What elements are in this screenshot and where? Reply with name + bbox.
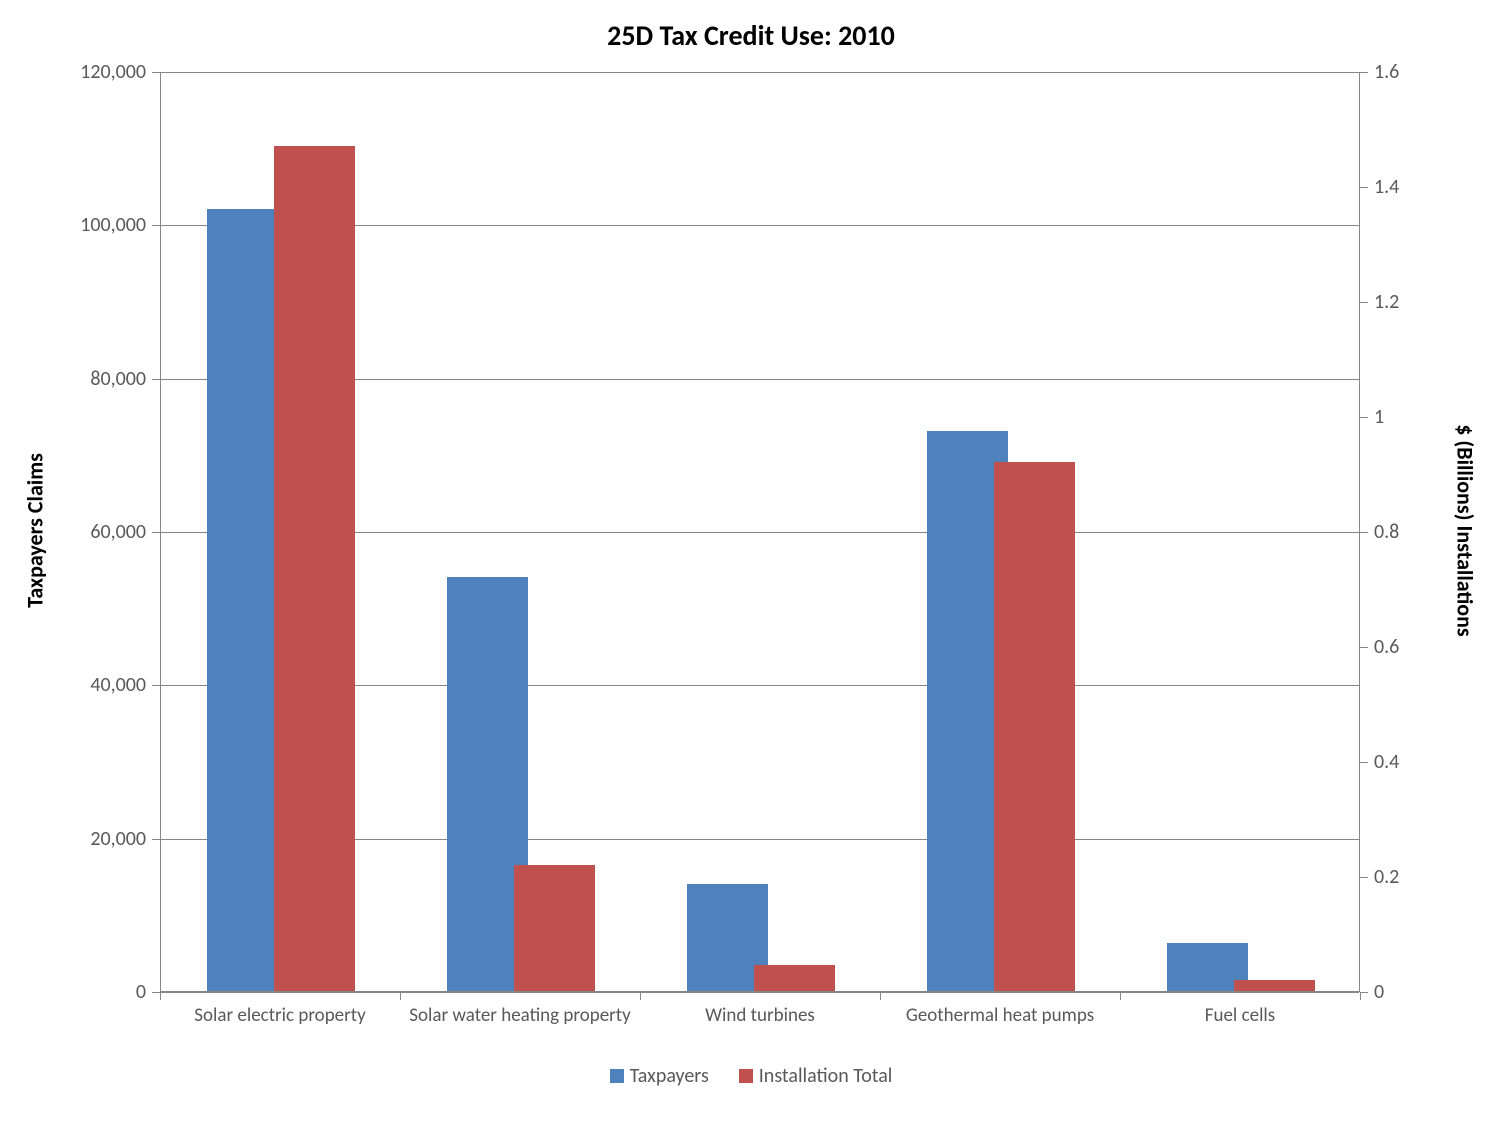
tickmark bbox=[1360, 992, 1368, 993]
legend-swatch bbox=[739, 1069, 753, 1083]
tickmark bbox=[1360, 992, 1361, 1000]
y-left-tick-label: 100,000 bbox=[0, 213, 146, 237]
legend-item: Taxpayers bbox=[610, 1064, 709, 1088]
tickmark bbox=[1120, 992, 1121, 1000]
y-right-tick-label: 1.4 bbox=[1374, 175, 1399, 199]
y-right-tick-label: 0 bbox=[1374, 980, 1384, 1004]
tickmark bbox=[152, 839, 160, 840]
gridline bbox=[161, 72, 1359, 73]
y-axis-right-label: $ (Billions) Installations bbox=[1452, 331, 1479, 731]
plot-area bbox=[160, 72, 1360, 992]
tickmark bbox=[160, 992, 161, 1000]
tickmark bbox=[152, 532, 160, 533]
y-right-tick-label: 0.8 bbox=[1374, 520, 1399, 544]
tickmark bbox=[640, 992, 641, 1000]
tickmark bbox=[1360, 302, 1368, 303]
y-left-tick-label: 20,000 bbox=[0, 827, 146, 851]
tickmark bbox=[1360, 72, 1368, 73]
gridline bbox=[161, 992, 1359, 993]
y-left-tick-label: 120,000 bbox=[0, 60, 146, 84]
y-right-tick-label: 0.4 bbox=[1374, 750, 1399, 774]
x-category-label: Solar water heating property bbox=[400, 1004, 640, 1027]
tickmark bbox=[1360, 647, 1368, 648]
legend: Taxpayers Installation Total bbox=[0, 1064, 1502, 1088]
tickmark bbox=[152, 379, 160, 380]
legend-label: Installation Total bbox=[759, 1064, 893, 1088]
tickmark bbox=[400, 992, 401, 1000]
bar-installation bbox=[514, 865, 596, 992]
tickmark bbox=[152, 72, 160, 73]
y-axis-left-label: Taxpayers Claims bbox=[22, 331, 49, 731]
tickmark bbox=[152, 992, 160, 993]
x-category-label: Fuel cells bbox=[1120, 1004, 1360, 1027]
x-category-label: Solar electric property bbox=[160, 1004, 400, 1027]
x-category-label: Geothermal heat pumps bbox=[880, 1004, 1120, 1027]
tickmark bbox=[152, 685, 160, 686]
y-right-tick-label: 1 bbox=[1374, 405, 1384, 429]
y-right-tick-label: 1.2 bbox=[1374, 290, 1399, 314]
chart-container: 25D Tax Credit Use: 2010 020,00040,00060… bbox=[0, 0, 1502, 1127]
bar-installation bbox=[754, 965, 836, 991]
tickmark bbox=[880, 992, 881, 1000]
bar-installation bbox=[994, 462, 1076, 991]
tickmark bbox=[1360, 187, 1368, 188]
y-right-tick-label: 0.2 bbox=[1374, 865, 1399, 889]
bar-installation bbox=[1234, 980, 1316, 992]
tickmark bbox=[1360, 532, 1368, 533]
bar-installation bbox=[274, 146, 356, 991]
legend-swatch bbox=[610, 1069, 624, 1083]
legend-item: Installation Total bbox=[739, 1064, 893, 1088]
y-right-tick-label: 1.6 bbox=[1374, 60, 1399, 84]
y-left-tick-label: 0 bbox=[0, 980, 146, 1004]
tickmark bbox=[1360, 417, 1368, 418]
tickmark bbox=[152, 225, 160, 226]
chart-title: 25D Tax Credit Use: 2010 bbox=[0, 18, 1502, 53]
legend-label: Taxpayers bbox=[630, 1064, 709, 1088]
tickmark bbox=[1360, 877, 1368, 878]
x-category-label: Wind turbines bbox=[640, 1004, 880, 1027]
y-right-tick-label: 0.6 bbox=[1374, 635, 1399, 659]
tickmark bbox=[1360, 762, 1368, 763]
